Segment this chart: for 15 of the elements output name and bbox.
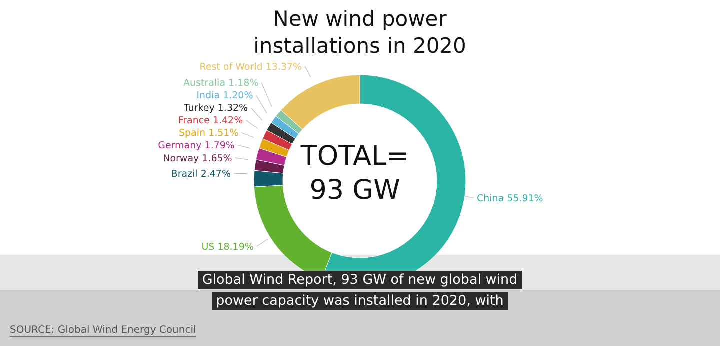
slice-label: US 18.19% <box>202 242 254 253</box>
slice-label: Turkey 1.32% <box>182 103 248 114</box>
slice-label: India 1.20% <box>196 90 254 102</box>
chart-title: New wind power installations in 2020 <box>252 6 468 60</box>
slice-label: Rest of World 13.37% <box>200 62 302 73</box>
slice-label: Germany 1.79% <box>158 140 235 152</box>
text: Global Wind Report, 93 GW of new global wind power capacity was installed in 2020, with <box>198 271 522 310</box>
slice-label: China 55.91% <box>476 193 544 204</box>
slice-label: Brazil 2.47% <box>171 168 232 180</box>
slice-label: Australia 1.18% <box>184 78 259 90</box>
slice-label: Spain 1.51% <box>179 128 239 140</box>
text: TOTAL= 93 GW <box>300 140 410 208</box>
slice-label: Norway 1.65% <box>163 153 232 164</box>
source-note: SOURCE: Global Wind Energy Council <box>10 325 196 337</box>
slice-label: France 1.42% <box>178 116 244 127</box>
